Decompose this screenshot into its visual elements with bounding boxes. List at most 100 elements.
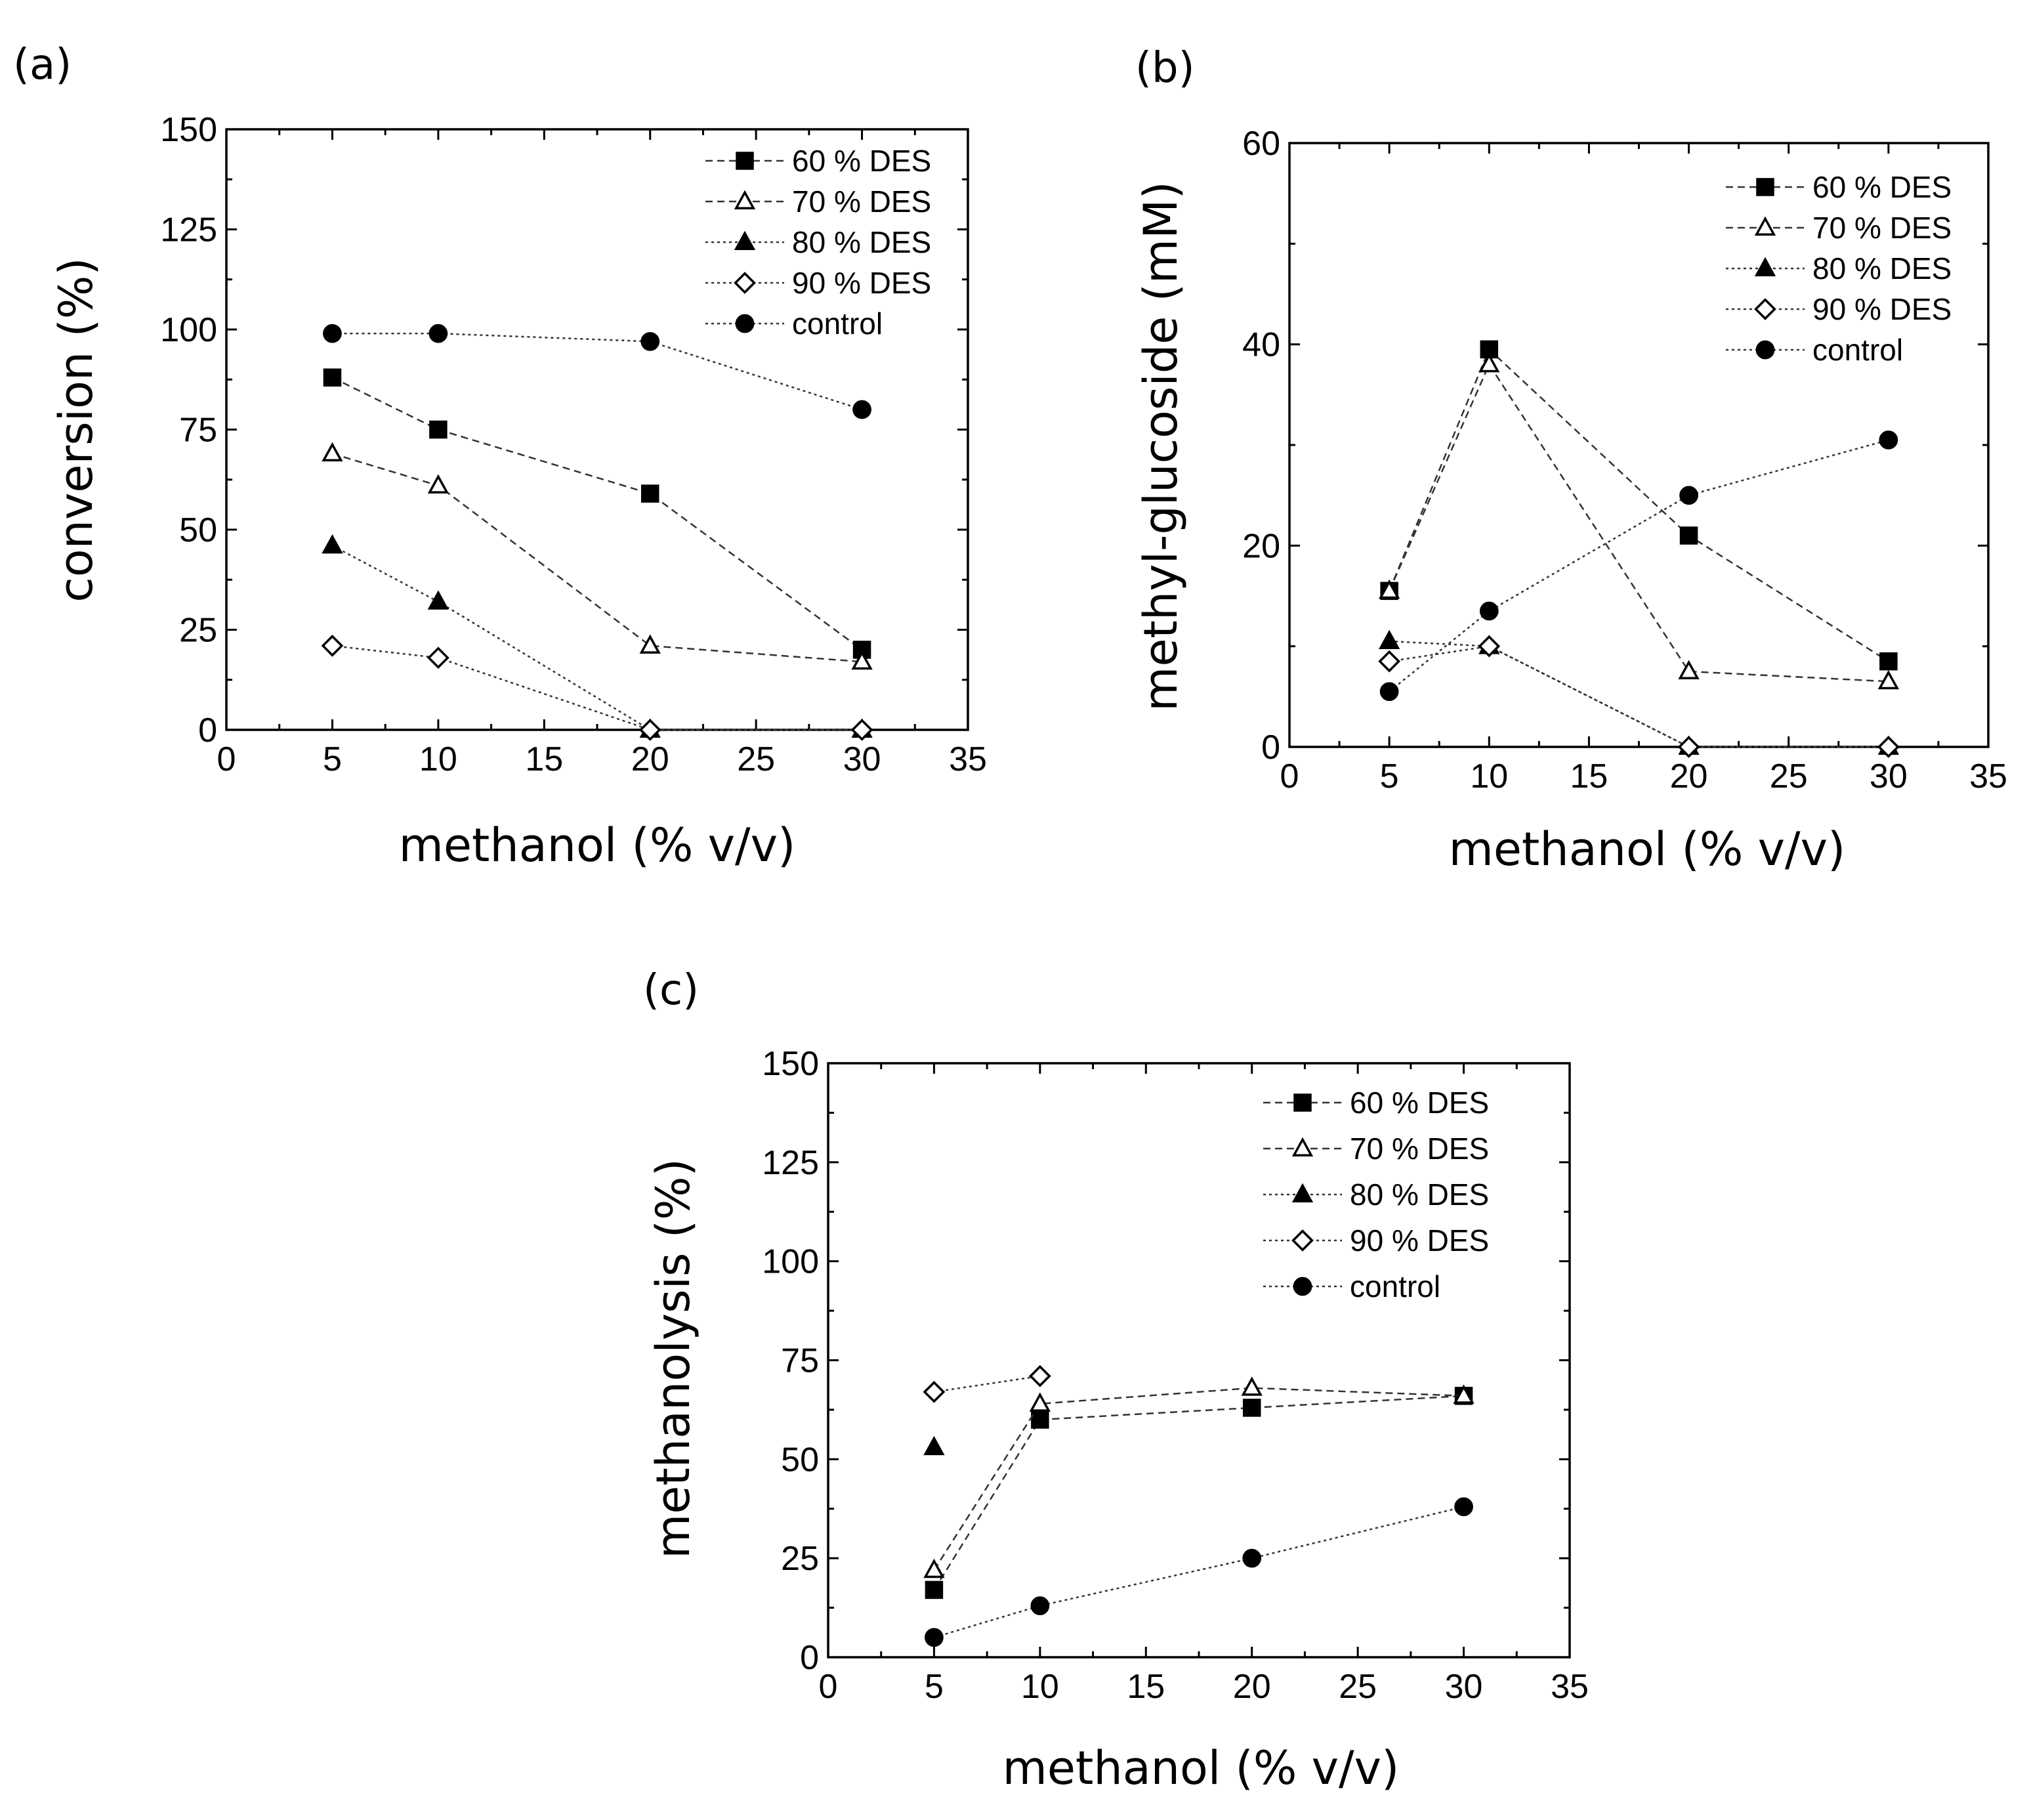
data-point [1678, 660, 1700, 679]
y-tick-label: 0 [1261, 729, 1280, 767]
y-tick-labels-c: 0 25 50 75 100 125 150 [762, 1045, 819, 1677]
legend-marker [1291, 1183, 1314, 1202]
x-tick-label: 0 [819, 1668, 838, 1706]
x-tick-label: 25 [737, 740, 775, 778]
data-point [323, 368, 342, 387]
series-line [1389, 645, 1889, 748]
data-point [923, 1558, 945, 1578]
legend-marker [1756, 178, 1774, 196]
x-tick-labels-b: 0 5 10 15 20 25 30 35 [1280, 757, 2007, 795]
data-point [427, 590, 450, 610]
series-line [331, 545, 862, 731]
series-b-0 [1380, 340, 1898, 671]
legend-marker [734, 230, 756, 250]
x-tick-labels-c: 0 5 10 15 20 25 30 35 [819, 1668, 1589, 1706]
y-tick-label: 100 [160, 311, 217, 349]
data-point [1028, 1365, 1051, 1387]
data-point [321, 635, 344, 657]
legend-label: 80 % DES [1812, 251, 1952, 286]
series-line [933, 1395, 1464, 1591]
x-axis-title-a: methanol (% v/v) [399, 818, 796, 872]
series-c-4 [925, 1497, 1473, 1647]
y-tick-label: 50 [781, 1441, 819, 1479]
x-tick-labels-a: 0 5 10 15 20 25 30 35 [217, 740, 987, 778]
legend-marker [1293, 1093, 1312, 1112]
x-tick-label: 20 [631, 740, 669, 778]
data-point [1478, 352, 1500, 373]
y-axis-title-a: conversion (%) [49, 257, 103, 602]
x-tick-label: 0 [217, 740, 236, 778]
series-a-0 [323, 368, 871, 659]
y-tick-label: 75 [781, 1342, 819, 1380]
data-point [1378, 650, 1401, 673]
legend-label: 80 % DES [792, 225, 931, 259]
x-tick-label: 10 [1470, 757, 1508, 795]
legend-label: 90 % DES [792, 266, 931, 300]
y-tick-label: 0 [198, 711, 217, 750]
legend-label: 90 % DES [1812, 292, 1952, 326]
y-tick-label: 25 [781, 1540, 819, 1578]
data-point [1378, 579, 1400, 599]
series-line [332, 452, 862, 663]
legend-label: 70 % DES [792, 184, 931, 219]
data-point [1879, 430, 1898, 450]
x-tick-label: 30 [1445, 1668, 1483, 1706]
series-a-1 [322, 442, 873, 670]
series-line [1389, 439, 1889, 692]
series-line [933, 1387, 1464, 1571]
legend-label: control [792, 307, 883, 341]
data-point [1242, 1548, 1262, 1568]
legend-item: control [1726, 333, 1903, 367]
y-tick-label: 20 [1242, 527, 1280, 565]
series-c-2 [923, 1435, 945, 1456]
legend-marker [1754, 298, 1776, 320]
data-point [1029, 1392, 1051, 1412]
panel-label-a: (a) [13, 41, 72, 89]
legend-item: 70 % DES [705, 184, 931, 219]
series-line [332, 645, 862, 731]
series-line [1388, 348, 1889, 662]
data-point [1478, 635, 1501, 658]
y-tick-label: 100 [762, 1243, 819, 1281]
legend-label: 80 % DES [1350, 1177, 1489, 1212]
x-axis-title-c: methanol (% v/v) [1003, 1741, 1400, 1795]
data-point [639, 634, 661, 654]
data-point [322, 534, 343, 554]
x-tick-label: 20 [1233, 1668, 1271, 1706]
tick-marks-a [225, 128, 969, 731]
x-tick-label: 35 [949, 740, 987, 778]
series-c-0 [925, 1387, 1473, 1599]
data-point [852, 400, 871, 419]
data-point [638, 719, 661, 741]
data-point [427, 474, 450, 494]
series-b-2 [1378, 629, 1900, 755]
panel-b: (b) 0 5 10 15 20 25 30 35 0 20 40 60 60 % DES 70 % … [1134, 44, 2007, 876]
data-point [850, 719, 873, 741]
legend-marker [1754, 257, 1776, 276]
legend-c: 60 % DES 70 % DES 80 % DES 90 % DES control [1263, 1086, 1489, 1303]
tick-marks-b [1288, 142, 1990, 748]
data-point [1030, 1596, 1050, 1615]
data-point [427, 646, 450, 669]
legend-item: 80 % DES [1263, 1177, 1489, 1212]
x-tick-label: 15 [1570, 757, 1608, 795]
legend-item: control [705, 307, 883, 341]
data-point [1480, 340, 1499, 359]
series-a-4 [323, 324, 871, 419]
tick-marks-c [827, 1062, 1571, 1659]
legend-item: 70 % DES [1726, 211, 1952, 245]
y-tick-label: 50 [179, 511, 217, 549]
data-point [1378, 629, 1400, 649]
legend-label: control [1812, 333, 1903, 367]
legend-marker [1291, 1229, 1314, 1252]
legend-label: 60 % DES [1812, 170, 1952, 204]
y-tick-labels-b: 0 20 40 60 [1242, 125, 1280, 767]
legend-a: 60 % DES 70 % DES 80 % DES 90 % DES control [705, 144, 931, 341]
legend-item: 60 % DES [1263, 1086, 1489, 1120]
legend-item: 90 % DES [1263, 1223, 1489, 1258]
x-tick-label: 5 [1380, 757, 1399, 795]
x-tick-label: 5 [925, 1668, 944, 1706]
series-line [1388, 362, 1889, 683]
legend-label: 90 % DES [1350, 1223, 1489, 1258]
legend-label: 70 % DES [1350, 1132, 1489, 1166]
